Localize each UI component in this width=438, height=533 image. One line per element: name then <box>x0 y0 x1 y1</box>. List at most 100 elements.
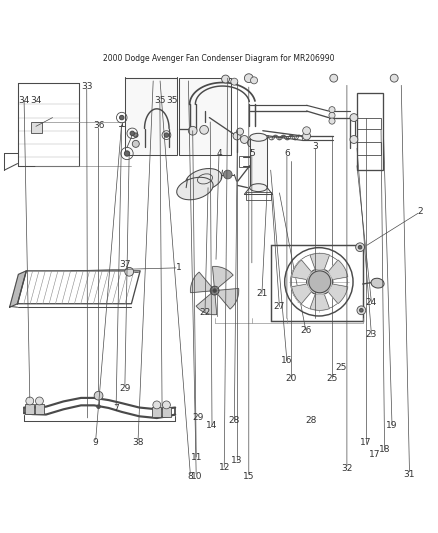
Text: 14: 14 <box>206 421 218 430</box>
Text: 12: 12 <box>219 463 230 472</box>
Polygon shape <box>329 260 348 279</box>
Text: 34: 34 <box>18 96 30 106</box>
Circle shape <box>350 135 358 143</box>
Text: 36: 36 <box>93 121 104 130</box>
Polygon shape <box>310 295 329 310</box>
Circle shape <box>125 268 134 276</box>
Circle shape <box>247 139 255 147</box>
Polygon shape <box>191 272 212 293</box>
Bar <box>179 78 231 155</box>
Circle shape <box>329 112 335 118</box>
Text: 2: 2 <box>418 207 423 216</box>
Circle shape <box>360 309 363 312</box>
Text: 35: 35 <box>166 96 177 106</box>
Text: 13: 13 <box>231 456 242 465</box>
Text: 26: 26 <box>300 326 311 335</box>
Text: 16: 16 <box>281 356 293 365</box>
Text: 35: 35 <box>154 96 166 106</box>
Circle shape <box>200 125 208 134</box>
Text: 20: 20 <box>286 374 297 383</box>
Circle shape <box>237 128 244 135</box>
Circle shape <box>132 140 139 147</box>
Polygon shape <box>292 260 311 279</box>
Ellipse shape <box>250 133 267 141</box>
Polygon shape <box>217 288 239 309</box>
Circle shape <box>124 151 130 156</box>
Bar <box>357 142 381 155</box>
Circle shape <box>188 126 197 135</box>
Bar <box>125 78 177 155</box>
Text: 31: 31 <box>404 470 415 479</box>
Text: 27: 27 <box>274 302 285 311</box>
Circle shape <box>390 74 398 82</box>
Circle shape <box>222 75 230 83</box>
Text: 17: 17 <box>360 438 371 447</box>
Text: 37: 37 <box>119 260 131 269</box>
Bar <box>271 245 363 321</box>
Circle shape <box>233 132 241 140</box>
Text: 10: 10 <box>191 472 202 481</box>
Circle shape <box>35 397 43 405</box>
Circle shape <box>357 306 366 314</box>
Text: 1: 1 <box>176 263 182 272</box>
Circle shape <box>231 78 238 85</box>
Bar <box>239 156 250 167</box>
Circle shape <box>240 135 248 143</box>
Text: 6: 6 <box>284 149 290 158</box>
Ellipse shape <box>177 177 213 200</box>
Text: 25: 25 <box>326 374 338 383</box>
Circle shape <box>210 286 219 295</box>
Text: 33: 33 <box>81 82 92 91</box>
Circle shape <box>223 170 232 179</box>
Bar <box>357 118 381 128</box>
Text: 9: 9 <box>92 438 99 447</box>
Circle shape <box>350 114 358 122</box>
Circle shape <box>120 115 124 120</box>
Circle shape <box>97 405 100 408</box>
Circle shape <box>330 74 338 82</box>
Text: 23: 23 <box>366 330 377 339</box>
Bar <box>162 407 171 417</box>
Text: 24: 24 <box>366 298 377 307</box>
Ellipse shape <box>371 278 384 288</box>
Bar <box>357 93 383 170</box>
Circle shape <box>358 246 362 249</box>
Text: 38: 38 <box>132 438 144 447</box>
Circle shape <box>244 74 253 83</box>
Circle shape <box>164 133 169 138</box>
Polygon shape <box>10 271 26 307</box>
Bar <box>246 192 271 200</box>
Text: 3: 3 <box>312 142 318 150</box>
Text: 11: 11 <box>191 453 202 462</box>
Circle shape <box>329 107 335 113</box>
Circle shape <box>162 401 170 409</box>
Bar <box>35 405 44 414</box>
Bar <box>31 122 42 133</box>
Ellipse shape <box>185 168 222 191</box>
Bar <box>18 83 79 166</box>
Circle shape <box>213 289 216 292</box>
Text: 19: 19 <box>386 421 398 430</box>
Polygon shape <box>310 253 329 269</box>
Text: 32: 32 <box>341 464 353 473</box>
Text: 25: 25 <box>335 363 346 372</box>
Text: 18: 18 <box>379 445 390 454</box>
Text: 28: 28 <box>305 416 317 425</box>
Text: 29: 29 <box>119 384 131 393</box>
Ellipse shape <box>250 184 267 191</box>
Circle shape <box>153 401 161 409</box>
Polygon shape <box>196 293 217 314</box>
Circle shape <box>94 391 103 400</box>
Text: 8: 8 <box>187 472 194 481</box>
Polygon shape <box>329 284 348 304</box>
Text: 28: 28 <box>229 416 240 425</box>
Text: 34: 34 <box>30 96 42 106</box>
Text: 2000 Dodge Avenger Fan Condenser Diagram for MR206990: 2000 Dodge Avenger Fan Condenser Diagram… <box>103 54 335 63</box>
Text: 29: 29 <box>192 413 204 422</box>
Circle shape <box>329 118 335 124</box>
Circle shape <box>356 243 364 252</box>
Text: 22: 22 <box>199 308 211 317</box>
Text: 17: 17 <box>369 450 380 459</box>
Text: 4: 4 <box>216 149 222 158</box>
Bar <box>152 407 161 417</box>
